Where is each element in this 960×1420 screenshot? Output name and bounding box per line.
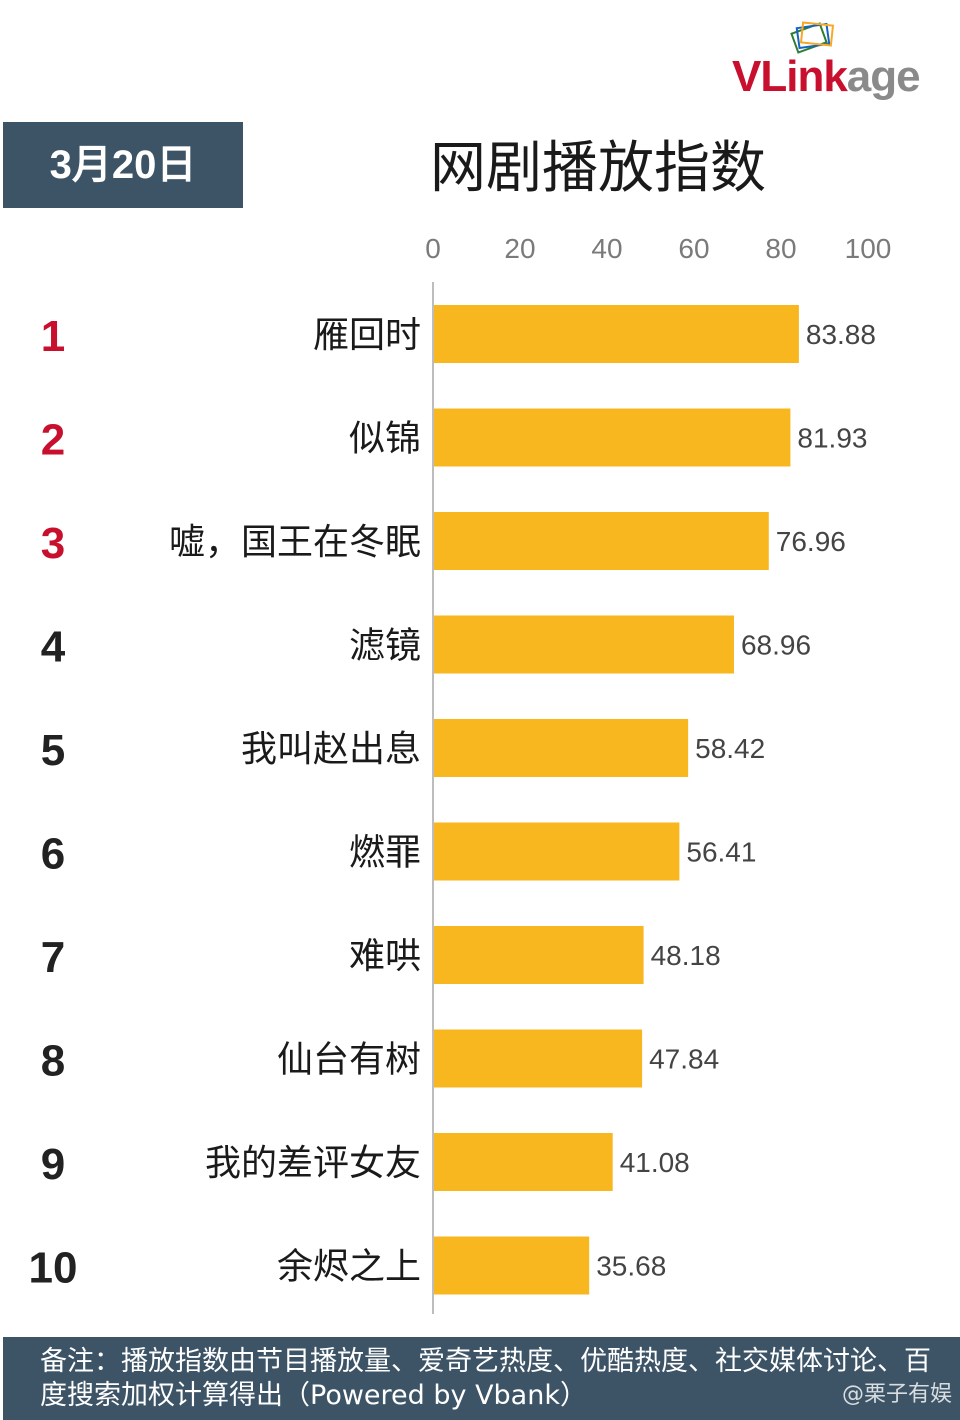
bar <box>434 719 689 777</box>
value-label: 83.88 <box>806 319 876 350</box>
x-tick-label: 20 <box>504 233 535 264</box>
bar-chart: 0 20 40 60 80 100 1 雁回时 83.88 2 似锦 81.93 3 嘘，国王在冬眠 76.… <box>29 233 892 1314</box>
watermark: @栗子有娱 <box>841 1382 952 1407</box>
bar <box>434 512 769 570</box>
bar <box>434 1133 613 1191</box>
value-label: 56.41 <box>686 837 756 868</box>
drama-title: 我叫赵出息 <box>241 729 421 770</box>
drama-title: 雁回时 <box>313 315 421 356</box>
drama-title: 嘘，国王在冬眠 <box>169 522 421 563</box>
rank-number: 4 <box>41 623 66 672</box>
rank-number: 1 <box>41 312 65 361</box>
x-tick-label: 0 <box>425 233 441 264</box>
drama-title: 似锦 <box>349 419 421 460</box>
bar <box>434 305 799 363</box>
x-tick-label: 100 <box>845 233 892 264</box>
x-tick-label: 80 <box>765 233 796 264</box>
value-label: 81.93 <box>797 423 867 454</box>
bar <box>434 1236 590 1295</box>
drama-title: 我的差评女友 <box>205 1143 421 1184</box>
bar <box>434 822 680 881</box>
chart-title: 网剧播放指数 <box>430 136 766 201</box>
logo-text-b: age <box>846 52 921 101</box>
rank-number: 10 <box>29 1244 78 1293</box>
logo-wordmark: VLinkage <box>732 52 921 102</box>
rank-number: 2 <box>41 416 65 465</box>
drama-title: 滤镜 <box>349 626 421 667</box>
footer-note: 备注：播放指数由节目播放量、爱奇艺热度、优酷热度、社交媒体讨论、百度搜索加权计算… <box>3 1337 960 1420</box>
x-tick-label: 40 <box>591 233 622 264</box>
value-label: 35.68 <box>596 1251 666 1282</box>
bar <box>434 615 734 674</box>
value-label: 68.96 <box>741 630 811 661</box>
footer-note-text: 备注：播放指数由节目播放量、爱奇艺热度、优酷热度、社交媒体讨论、百度搜索加权计算… <box>40 1346 931 1411</box>
drama-title: 余烬之上 <box>277 1247 421 1288</box>
value-label: 48.18 <box>651 940 721 971</box>
logo-cards-icon <box>790 21 835 54</box>
rank-number: 7 <box>41 933 65 982</box>
value-label: 58.42 <box>695 733 765 764</box>
bar <box>434 408 791 467</box>
rank-number: 6 <box>41 830 65 879</box>
x-tick-label: 60 <box>678 233 709 264</box>
drama-title: 难哄 <box>349 936 421 977</box>
rank-number: 8 <box>41 1037 65 1086</box>
drama-title: 仙台有树 <box>277 1040 421 1081</box>
logo-text-a: VLink <box>732 52 848 101</box>
rank-number: 3 <box>41 519 65 568</box>
value-label: 41.08 <box>620 1147 690 1178</box>
bar <box>434 926 644 984</box>
bar <box>434 1029 643 1088</box>
value-label: 47.84 <box>649 1044 719 1075</box>
vlinkage-logo: VLinkage <box>732 14 952 104</box>
rank-number: 9 <box>41 1140 65 1189</box>
value-label: 76.96 <box>776 526 846 557</box>
drama-title: 燃罪 <box>349 833 421 874</box>
rank-number: 5 <box>41 726 65 775</box>
date-badge: 3月20日 <box>3 122 243 208</box>
